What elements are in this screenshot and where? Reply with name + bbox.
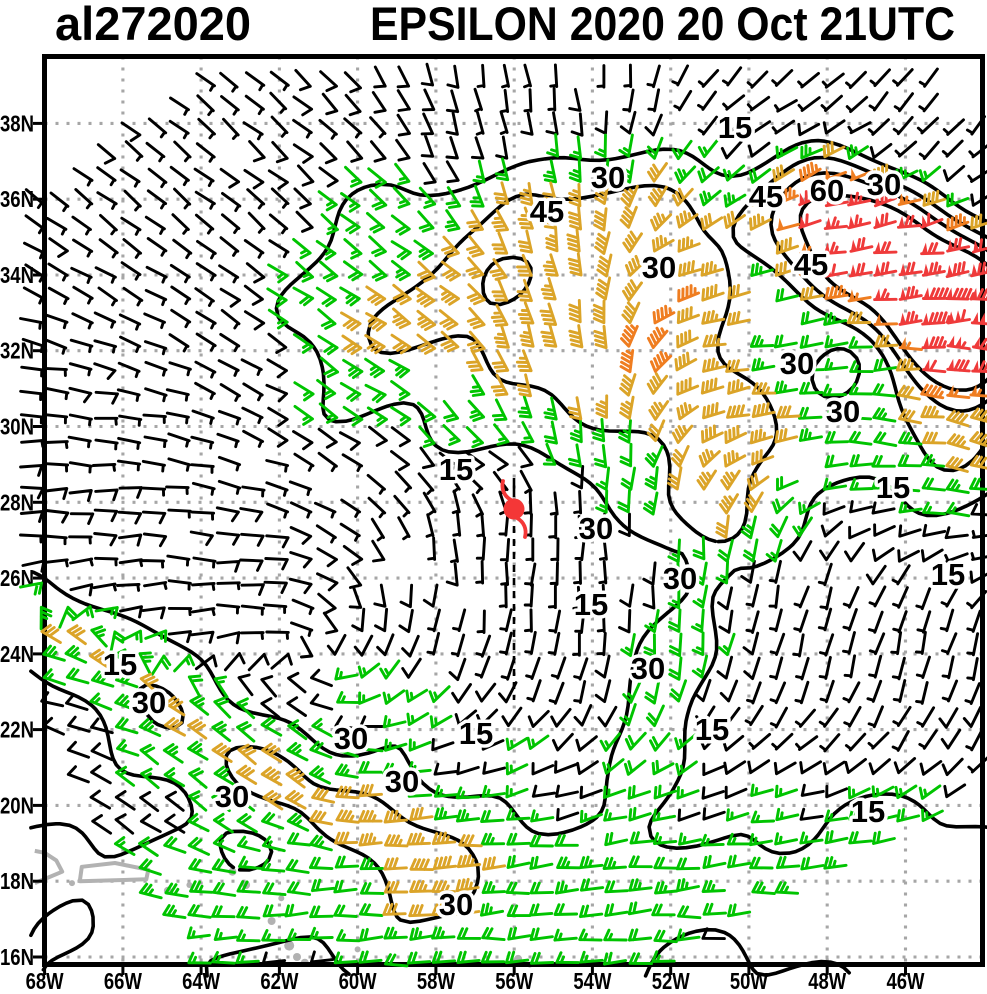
svg-text:48W: 48W: [808, 968, 846, 989]
svg-text:30: 30: [385, 764, 419, 799]
svg-text:15: 15: [851, 794, 885, 829]
svg-text:64W: 64W: [182, 968, 220, 989]
svg-text:66W: 66W: [104, 968, 142, 989]
svg-text:30: 30: [826, 394, 860, 429]
svg-text:15: 15: [459, 716, 493, 751]
svg-text:30: 30: [439, 887, 473, 922]
svg-text:30: 30: [631, 651, 665, 686]
svg-text:15: 15: [931, 557, 965, 592]
svg-text:30: 30: [132, 685, 166, 720]
svg-text:52W: 52W: [652, 968, 690, 989]
svg-text:30: 30: [439, 887, 473, 922]
svg-text:45: 45: [749, 179, 783, 214]
svg-text:30: 30: [579, 511, 613, 546]
svg-text:45: 45: [749, 179, 783, 214]
svg-text:15: 15: [851, 794, 885, 829]
svg-text:15: 15: [718, 110, 752, 145]
svg-text:30: 30: [215, 779, 249, 814]
svg-text:15: 15: [103, 647, 137, 682]
svg-text:45: 45: [794, 247, 828, 282]
svg-text:30: 30: [663, 561, 697, 596]
svg-text:30: 30: [780, 346, 814, 381]
svg-text:22N: 22N: [0, 717, 34, 743]
svg-text:30: 30: [215, 779, 249, 814]
svg-text:30: 30: [867, 167, 901, 202]
svg-text:30: 30: [591, 160, 625, 195]
svg-text:68W: 68W: [26, 968, 64, 989]
svg-text:15: 15: [103, 647, 137, 682]
svg-text:45: 45: [530, 194, 564, 229]
svg-text:15: 15: [695, 712, 729, 747]
svg-text:60: 60: [810, 173, 844, 208]
svg-text:15: 15: [718, 110, 752, 145]
svg-text:30: 30: [642, 250, 676, 285]
svg-text:30: 30: [334, 721, 368, 756]
svg-text:15: 15: [574, 587, 608, 622]
svg-text:28N: 28N: [0, 489, 34, 515]
svg-text:15: 15: [439, 452, 473, 487]
svg-text:30: 30: [132, 685, 166, 720]
svg-text:58W: 58W: [417, 968, 455, 989]
svg-text:15: 15: [695, 712, 729, 747]
svg-text:60: 60: [810, 173, 844, 208]
svg-text:30: 30: [579, 511, 613, 546]
svg-text:24N: 24N: [0, 641, 34, 667]
svg-text:30: 30: [334, 721, 368, 756]
svg-text:EPSILON 2020 20 Oct 21UTC: EPSILON 2020 20 Oct 21UTC: [370, 0, 955, 50]
svg-text:30N: 30N: [0, 414, 34, 440]
svg-text:15: 15: [459, 716, 493, 751]
svg-text:15: 15: [931, 557, 965, 592]
svg-text:30: 30: [867, 167, 901, 202]
svg-text:30: 30: [385, 764, 419, 799]
svg-text:54W: 54W: [573, 968, 611, 989]
svg-text:15: 15: [876, 470, 910, 505]
svg-text:30: 30: [631, 651, 665, 686]
svg-text:15: 15: [876, 470, 910, 505]
svg-text:15: 15: [574, 587, 608, 622]
svg-text:50W: 50W: [730, 968, 768, 989]
svg-text:62W: 62W: [260, 968, 298, 989]
svg-text:18N: 18N: [0, 868, 34, 894]
svg-text:45: 45: [530, 194, 564, 229]
svg-text:30: 30: [642, 250, 676, 285]
svg-text:38N: 38N: [0, 110, 34, 136]
svg-text:20N: 20N: [0, 792, 34, 818]
svg-text:26N: 26N: [0, 565, 34, 591]
svg-text:15: 15: [439, 452, 473, 487]
svg-text:30: 30: [591, 160, 625, 195]
svg-text:16N: 16N: [0, 944, 34, 970]
svg-text:30: 30: [780, 346, 814, 381]
svg-text:60W: 60W: [339, 968, 377, 989]
svg-text:45: 45: [794, 247, 828, 282]
svg-text:al272020: al272020: [55, 0, 251, 50]
svg-text:46W: 46W: [887, 968, 925, 989]
svg-text:30: 30: [663, 561, 697, 596]
svg-text:56W: 56W: [495, 968, 533, 989]
svg-text:30: 30: [826, 394, 860, 429]
